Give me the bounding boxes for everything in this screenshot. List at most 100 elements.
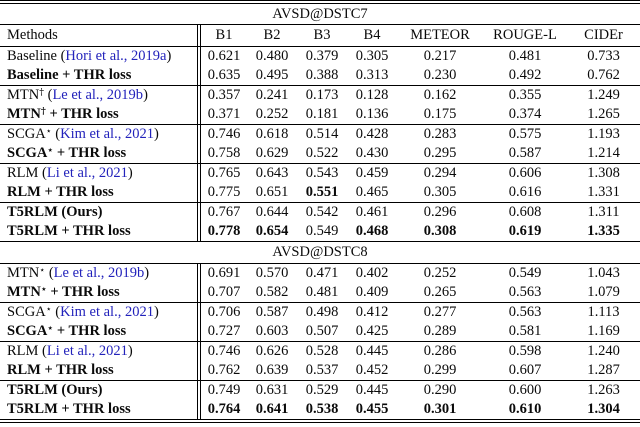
metric-value: 0.299: [423, 362, 457, 378]
paren-open: (: [38, 343, 47, 359]
section-title: AVSD@DSTC8: [272, 244, 368, 260]
method-cell: SCGA⋆ + THR loss: [0, 322, 197, 341]
metric-value: 0.471: [305, 265, 339, 281]
method-label: SCGA: [7, 323, 48, 339]
method-suffix: + THR loss: [53, 145, 127, 161]
citation-link[interactable]: Li et al., 2021: [46, 165, 128, 181]
metric-value: 0.626: [255, 343, 289, 359]
metric-value: 0.252: [423, 265, 457, 281]
table-row: SCGA⋆ (Kim et al., 2021) 0.706 0.587 0.498 0…: [0, 303, 640, 322]
metric-value: 0.706: [197, 303, 247, 322]
row-group: RLM (Li et al., 2021) 0.746 0.626 0.528 0.44…: [0, 341, 640, 380]
metric-value: 0.691: [197, 264, 247, 283]
metric-value: 0.538: [305, 401, 339, 417]
method-label: MTN: [7, 106, 41, 122]
metric-value: 0.631: [255, 382, 289, 398]
column-header-cider: CIDEr: [584, 27, 623, 43]
column-header-b2: B2: [263, 27, 281, 43]
method-label: SCGA: [7, 145, 48, 161]
paren-open: (: [51, 126, 61, 142]
method-suffix: + THR loss: [46, 284, 120, 300]
paren-close: ): [144, 265, 150, 281]
method-suffix: + THR loss: [45, 106, 119, 122]
metric-value: 0.495: [255, 67, 289, 83]
metric-value: 0.549: [305, 223, 339, 239]
metric-value: 0.746: [197, 342, 247, 361]
metric-value: 1.043: [587, 265, 620, 281]
table-row: T5RLM + THR loss 0.764 0.641 0.538 0.455 0.30…: [0, 400, 640, 419]
metric-value: 0.162: [423, 87, 457, 103]
method-cell: T5RLM + THR loss: [0, 222, 197, 241]
metric-value: 0.549: [508, 265, 542, 281]
method-label: T5RLM + THR loss: [7, 223, 131, 239]
citation-link[interactable]: Kim et al., 2021: [60, 304, 154, 320]
metric-value: 0.543: [305, 165, 339, 181]
metric-value: 0.733: [587, 48, 620, 64]
metric-value: 1.214: [587, 145, 620, 161]
paren-close: ): [166, 48, 172, 64]
metric-value: 0.767: [197, 203, 247, 222]
table-row: T5RLM (Ours) 0.749 0.631 0.529 0.445 0.290 0.6…: [0, 381, 640, 400]
section-title-row: AVSD@DSTC7: [0, 4, 640, 24]
citation-link[interactable]: Hori et al., 2019a: [65, 48, 167, 64]
metric-value: 0.459: [355, 165, 389, 181]
method-label: T5RLM (Ours): [7, 204, 103, 220]
method-cell: RLM + THR loss: [0, 183, 197, 202]
metric-value: 0.762: [587, 67, 620, 83]
metric-value: 0.570: [255, 265, 289, 281]
metric-value: 0.492: [508, 67, 542, 83]
metric-value: 0.765: [197, 164, 247, 183]
table-row: RLM (Li et al., 2021) 0.746 0.626 0.528 0.44…: [0, 342, 640, 361]
method-cell: SCGA⋆ + THR loss: [0, 144, 197, 163]
metric-value: 0.746: [197, 125, 247, 144]
citation-link[interactable]: Le et al., 2019b: [53, 265, 145, 281]
citation-link[interactable]: Kim et al., 2021: [60, 126, 154, 142]
metric-value: 0.305: [423, 184, 457, 200]
row-group: SCGA⋆ (Kim et al., 2021) 0.746 0.618 0.514 0…: [0, 124, 640, 163]
row-group: MTN† (Le et al., 2019b) 0.357 0.241 0.173 0.…: [0, 85, 640, 124]
column-header-b1: B1: [197, 25, 247, 46]
table-row: T5RLM + THR loss 0.778 0.654 0.549 0.468 0.30…: [0, 222, 640, 241]
metric-value: 0.289: [423, 323, 457, 339]
metric-value: 0.465: [355, 184, 389, 200]
metric-value: 0.575: [508, 126, 542, 142]
metric-value: 0.639: [255, 362, 289, 378]
metric-value: 0.374: [508, 106, 542, 122]
metric-value: 0.305: [355, 48, 389, 64]
metric-value: 0.498: [305, 304, 339, 320]
metric-value: 0.428: [355, 126, 389, 142]
paren-open: (: [38, 165, 47, 181]
method-label: SCGA: [7, 304, 46, 320]
metric-value: 0.778: [197, 222, 247, 241]
metric-value: 0.136: [355, 106, 389, 122]
method-label: RLM + THR loss: [7, 184, 114, 200]
metric-value: 0.357: [197, 86, 247, 105]
metric-value: 1.240: [587, 343, 620, 359]
method-superscript: †: [39, 87, 44, 98]
method-cell: T5RLM (Ours): [0, 203, 197, 222]
metric-value: 0.452: [355, 362, 389, 378]
row-group: MTN⋆ (Le et al., 2019b) 0.691 0.570 0.471 0.…: [0, 263, 640, 302]
method-cell: Baseline (Hori et al., 2019a): [0, 47, 197, 66]
metric-value: 0.409: [355, 284, 389, 300]
method-label: RLM: [7, 343, 39, 359]
metric-value: 0.412: [355, 304, 389, 320]
metric-value: 0.355: [508, 87, 542, 103]
method-cell: MTN⋆ + THR loss: [0, 283, 197, 302]
method-label: MTN: [7, 87, 40, 103]
metric-value: 0.481: [508, 48, 542, 64]
metric-value: 0.301: [423, 401, 457, 417]
method-cell: T5RLM + THR loss: [0, 400, 197, 419]
column-header-b3: B3: [313, 27, 331, 43]
metric-value: 0.173: [305, 87, 339, 103]
method-suffix: + THR loss: [53, 323, 127, 339]
metric-value: 0.587: [255, 304, 289, 320]
paren-close: ): [153, 304, 159, 320]
citation-link[interactable]: Le et al., 2019b: [52, 87, 144, 103]
metric-value: 1.113: [587, 304, 620, 320]
method-cell: SCGA⋆ (Kim et al., 2021): [0, 303, 197, 322]
metric-value: 0.643: [255, 165, 289, 181]
citation-link[interactable]: Li et al., 2021: [46, 343, 128, 359]
row-group: T5RLM (Ours) 0.767 0.644 0.542 0.461 0.296 0.6…: [0, 202, 640, 241]
